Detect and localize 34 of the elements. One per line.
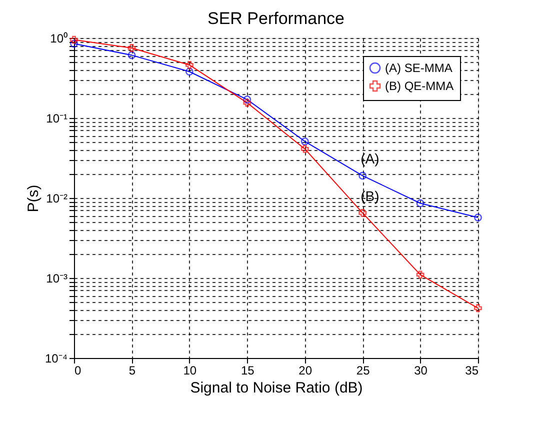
annotation: (B) bbox=[360, 188, 380, 204]
legend-label: (B) QE-MMA bbox=[385, 79, 454, 93]
y-tick-label: 10⁻¹ bbox=[46, 112, 68, 126]
x-axis-title: Signal to Noise Ratio (dB) bbox=[190, 380, 363, 396]
y-axis-title: P(s) bbox=[24, 184, 42, 212]
point bbox=[185, 68, 194, 76]
x-tick-label: 5 bbox=[128, 364, 136, 378]
y-tick-label: 10⁻³ bbox=[46, 272, 68, 286]
x-tick-label: 0 bbox=[74, 364, 82, 378]
point bbox=[416, 199, 424, 208]
point bbox=[358, 209, 367, 217]
x-tick-label: 20 bbox=[298, 364, 312, 378]
point bbox=[300, 137, 309, 146]
y-tick-label: 10⁰ bbox=[50, 32, 68, 46]
point bbox=[185, 61, 194, 69]
point bbox=[128, 51, 136, 60]
chart-title: SER Performance bbox=[208, 9, 344, 28]
point bbox=[358, 172, 367, 180]
x-tick-label: 30 bbox=[414, 364, 428, 378]
point bbox=[474, 304, 482, 312]
x-tick-label: 10 bbox=[183, 364, 197, 378]
legend-label: (A) SE-MMA bbox=[385, 61, 452, 75]
point bbox=[300, 145, 309, 153]
annotation: (A) bbox=[360, 150, 380, 167]
x-tick-label: 15 bbox=[240, 364, 255, 378]
point bbox=[243, 96, 252, 104]
point bbox=[243, 98, 252, 107]
point bbox=[416, 270, 424, 279]
x-tick-label: 25 bbox=[356, 364, 370, 378]
x-tick-label: 35 bbox=[465, 364, 479, 378]
y-tick-label: 10⁻² bbox=[46, 192, 68, 206]
y-tick-label: 10⁻⁴ bbox=[44, 352, 68, 366]
point bbox=[128, 44, 136, 52]
point bbox=[474, 214, 482, 222]
